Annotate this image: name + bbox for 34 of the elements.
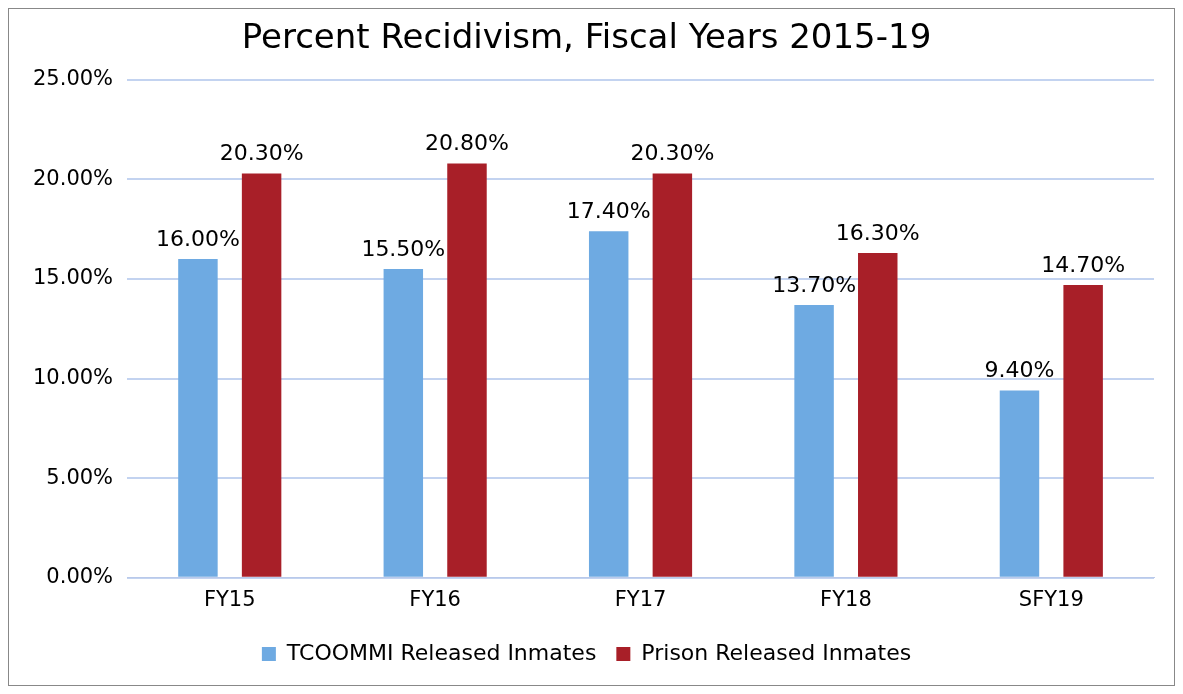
y-tick-label: 15.00%: [32, 265, 114, 290]
data-label: 20.30%: [219, 140, 304, 166]
x-tick-label: FY18: [820, 586, 872, 611]
bar: [999, 390, 1040, 577]
bar: [447, 163, 487, 577]
data-label: 9.40%: [984, 357, 1055, 383]
bar: [858, 253, 898, 577]
data-label: 20.80%: [425, 130, 509, 156]
bar: [383, 269, 424, 577]
bar: [241, 173, 282, 577]
x-tick-label: FY16: [409, 586, 461, 611]
y-tick-label: 20.00%: [32, 165, 114, 190]
y-tick-label: 10.00%: [32, 365, 114, 390]
y-tick-label: 5.00%: [46, 464, 114, 489]
data-label: 14.70%: [1041, 251, 1126, 277]
data-label: 16.30%: [835, 219, 920, 245]
data-label: 15.50%: [361, 235, 446, 261]
bar: [1063, 284, 1103, 577]
bar: [588, 231, 629, 577]
y-tick-label: 0.00%: [46, 564, 114, 589]
data-label: 13.70%: [772, 271, 857, 297]
data-label: 17.40%: [566, 197, 651, 223]
legend-label: Prison Released Inmates: [641, 639, 912, 665]
chart-title: Percent Recidivism, Fiscal Years 2015-19: [241, 16, 932, 57]
legend-label: TCOOMMI Released Inmates: [285, 639, 597, 665]
bar: [652, 173, 693, 577]
x-tick-label: SFY19: [1018, 586, 1084, 611]
data-label: 20.30%: [630, 140, 715, 166]
y-tick-label: 25.00%: [32, 66, 114, 91]
bar: [794, 304, 834, 577]
x-tick-label: FY17: [614, 586, 667, 611]
bar: [178, 259, 218, 577]
data-label: 16.00%: [155, 225, 240, 251]
x-tick-label: FY15: [203, 586, 256, 611]
